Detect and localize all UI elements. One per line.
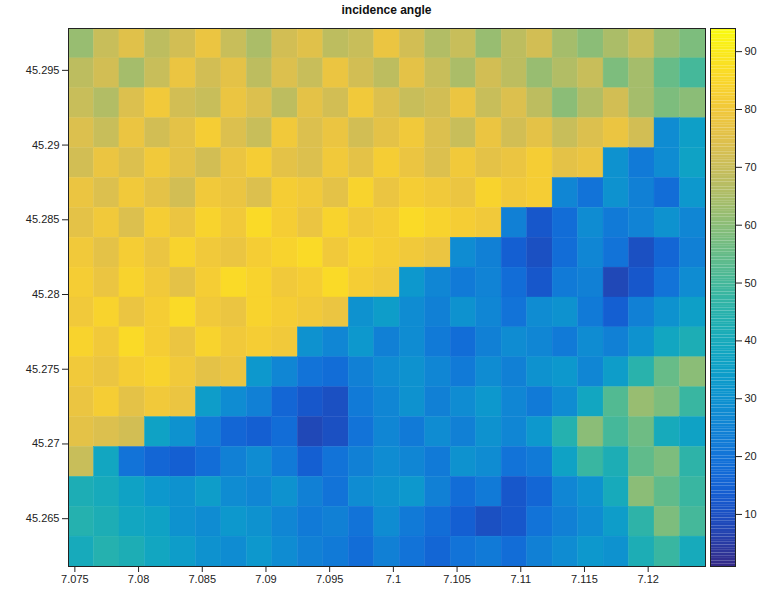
svg-text:7.115: 7.115 xyxy=(571,573,598,585)
svg-text:45.265: 45.265 xyxy=(26,512,60,524)
svg-text:50: 50 xyxy=(745,277,757,289)
svg-text:45.29: 45.29 xyxy=(32,139,60,151)
svg-text:45.285: 45.285 xyxy=(26,213,60,225)
svg-text:10: 10 xyxy=(745,508,757,520)
svg-text:7.1: 7.1 xyxy=(386,573,401,585)
svg-text:7.09: 7.09 xyxy=(255,573,276,585)
svg-text:60: 60 xyxy=(745,219,757,231)
svg-text:45.28: 45.28 xyxy=(32,288,60,300)
html-text:incidence angle: incidence angle xyxy=(341,3,432,17)
svg-text:7.105: 7.105 xyxy=(443,573,471,585)
svg-text:30: 30 xyxy=(745,392,757,404)
svg-text:45.295: 45.295 xyxy=(26,64,60,76)
svg-text:70: 70 xyxy=(745,161,757,173)
svg-text:45.27: 45.27 xyxy=(32,437,60,449)
svg-text:7.12: 7.12 xyxy=(637,573,658,585)
svg-text:7.085: 7.085 xyxy=(189,573,217,585)
svg-text:40: 40 xyxy=(745,334,757,346)
svg-text:90: 90 xyxy=(745,45,757,57)
svg-text:7.08: 7.08 xyxy=(128,573,149,585)
svg-text:45.275: 45.275 xyxy=(26,363,60,375)
svg-text:7.11: 7.11 xyxy=(510,573,531,585)
svg-text:80: 80 xyxy=(745,103,757,115)
svg-text:20: 20 xyxy=(745,450,757,462)
svg-text:7.075: 7.075 xyxy=(61,573,89,585)
svg-text:7.095: 7.095 xyxy=(316,573,344,585)
